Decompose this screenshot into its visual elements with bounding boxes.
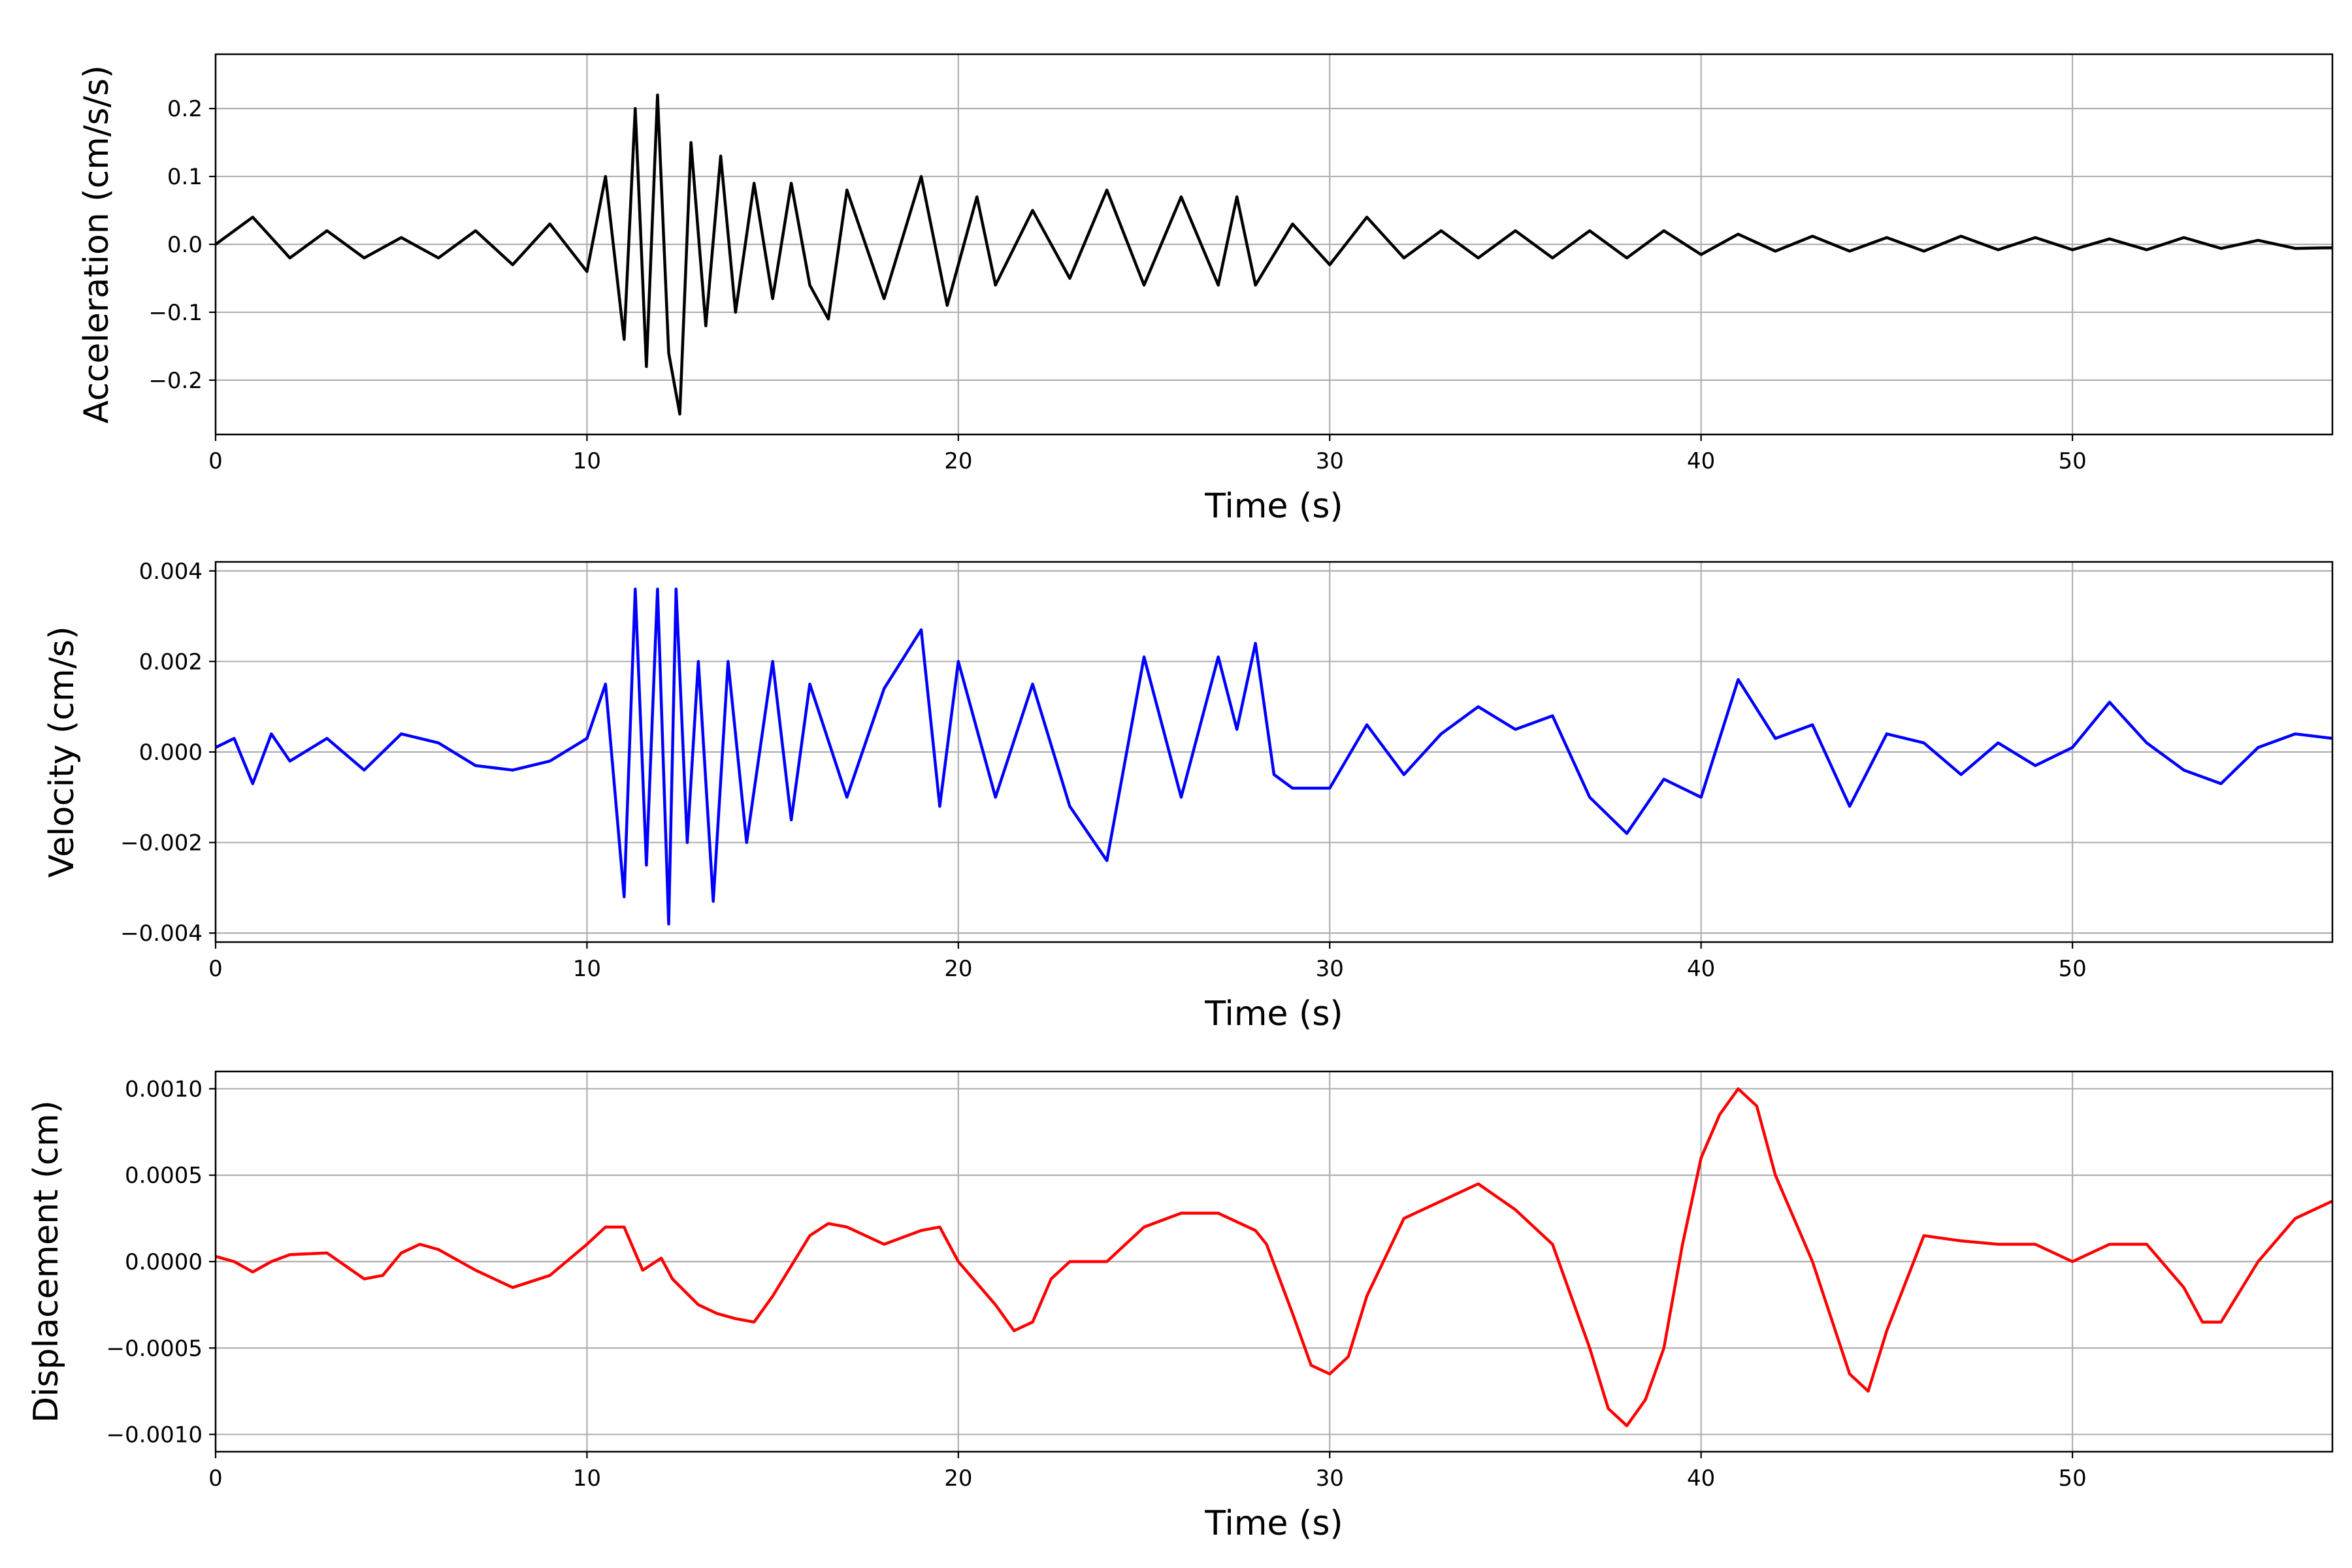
velocity-grid [214, 562, 2332, 942]
velocity-x-axis-label: Time (s) [1204, 994, 1343, 1034]
velocity-x-ticks: 0 10 20 30 40 50 [208, 942, 2087, 982]
acceleration-y-tick-label: 0.2 [167, 96, 203, 122]
displacement-x-tick-label: 20 [944, 1465, 972, 1492]
velocity-y-tick-label: 0.004 [139, 559, 203, 585]
acceleration-x-tick-label: 20 [944, 448, 972, 474]
acceleration-x-axis-label: Time (s) [1204, 487, 1343, 526]
displacement-x-tick-label: 40 [1687, 1465, 1715, 1492]
displacement-x-tick-label: 0 [208, 1465, 223, 1492]
displacement-y-tick-label: −0.0010 [106, 1422, 203, 1448]
velocity-x-tick-label: 50 [2058, 956, 2086, 982]
acceleration-y-ticks: −0.2 −0.1 0.0 0.1 0.2 [148, 96, 216, 394]
velocity-y-axis-label: Velocity (cm/s) [42, 627, 82, 878]
displacement-trace [216, 1087, 2332, 1428]
displacement-x-tick-label: 30 [1316, 1465, 1344, 1492]
acceleration-y-tick-label: −0.2 [148, 368, 203, 394]
velocity-x-tick-label: 40 [1687, 956, 1715, 982]
displacement-x-tick-label: 10 [573, 1465, 601, 1492]
velocity-x-tick-label: 20 [944, 956, 972, 982]
acceleration-x-tick-label: 10 [573, 448, 601, 474]
velocity-y-tick-label: −0.002 [120, 830, 203, 857]
acceleration-x-ticks: 0 10 20 30 40 50 [208, 434, 2087, 474]
displacement-y-ticks: −0.0010 −0.0005 0.0000 0.0005 0.0010 [106, 1076, 216, 1448]
velocity-panel: 0 10 20 30 40 50 −0.004−0.0020.0000.0020.004 … [42, 559, 2334, 1034]
displacement-y-tick-label: −0.0005 [106, 1335, 203, 1362]
acceleration-panel: 0 10 20 30 40 50 −0.2 −0.1 0.0 0.1 0.2 Time (s) A… [77, 53, 2334, 526]
velocity-y-ticks: −0.004 −0.002 0.000 0.002 0.004 [120, 559, 216, 947]
displacement-panel: 0 10 20 30 40 50 −0.0010 −0.0005 0.0000 0.0005 0.… [27, 1070, 2334, 1543]
acceleration-y-tick-label: 0.0 [167, 232, 203, 258]
velocity-trace [216, 587, 2332, 926]
velocity-y-tick-label: 0.000 [139, 740, 203, 766]
velocity-y-tick-label: −0.004 [120, 921, 203, 947]
acceleration-y-axis-label: Acceleration (cm/s/s) [77, 65, 116, 424]
displacement-y-tick-label: 0.0000 [125, 1249, 203, 1275]
displacement-y-tick-label: 0.0010 [125, 1076, 203, 1102]
acceleration-x-tick-label: 40 [1687, 448, 1715, 474]
acceleration-trace [216, 93, 2332, 416]
velocity-x-tick-label: 30 [1316, 956, 1344, 982]
acceleration-x-tick-label: 30 [1316, 448, 1344, 474]
displacement-x-axis-label: Time (s) [1204, 1504, 1343, 1543]
acceleration-y-tick-label: −0.1 [148, 300, 203, 326]
acceleration-x-tick-label: 0 [208, 448, 223, 474]
displacement-x-tick-label: 50 [2058, 1465, 2086, 1492]
acceleration-y-tick-label: 0.1 [167, 164, 203, 190]
acceleration-x-tick-label: 50 [2058, 448, 2086, 474]
displacement-y-axis-label: Displacement (cm) [27, 1100, 66, 1423]
displacement-y-tick-label: 0.0005 [125, 1163, 203, 1189]
displacement-x-ticks: 0 10 20 30 40 50 [208, 1452, 2087, 1492]
velocity-x-tick-label: 10 [573, 956, 601, 982]
velocity-x-tick-label: 0 [208, 956, 223, 982]
velocity-y-tick-label: 0.002 [139, 649, 203, 675]
